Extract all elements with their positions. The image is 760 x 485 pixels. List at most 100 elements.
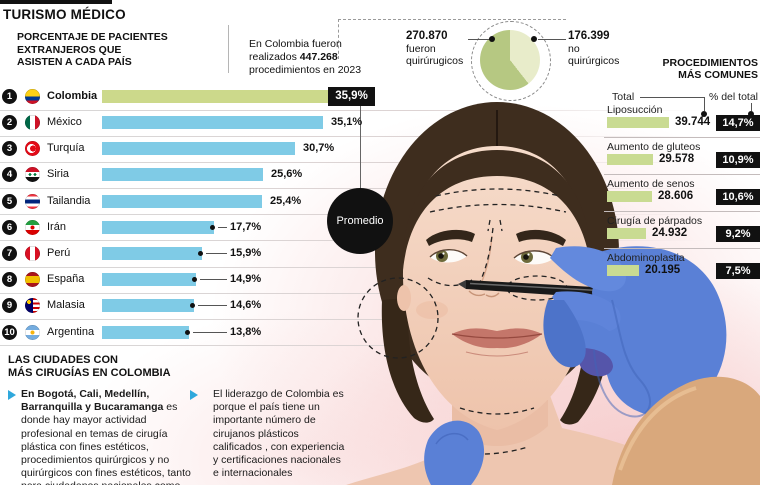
bar-end-dot [192,277,197,282]
pie-leader-left [468,39,490,40]
column-header-total: Total [612,91,635,103]
table-divider [604,137,760,138]
procedure-pct-chip: 7,5% [716,263,760,279]
bar-row-colombia: 1 Colombia 35,9% [0,84,400,110]
leader-line [193,332,227,333]
note-line: En Colombia fueron [249,38,342,50]
value-label: 25,6% [271,168,303,180]
subtitle-line: PORCENTAJE DE PACIENTES [17,31,168,43]
rank-badge: 10 [2,325,17,340]
country-label: Argentina [47,326,95,338]
value-label: 15,9% [230,247,262,259]
country-label: Tailandia [47,195,91,207]
leader-line [200,279,227,280]
rank-badge: 3 [2,141,17,156]
value-label: 25,4% [270,195,302,207]
peru-flag-icon [25,246,40,261]
iran-flag-icon [25,220,40,235]
bar-end-dot [198,251,203,256]
header-leader [704,97,705,111]
bar [102,273,196,286]
country-label: Turquía [47,142,85,154]
procedure-total: 39.744 [675,116,711,128]
rank-badge: 1 [2,89,17,104]
value-label: 13,8% [230,326,262,338]
rank-badge: 9 [2,298,17,313]
bar-row-malasia: 9 Malasia 14,6% [0,293,400,319]
rank-badge: 5 [2,194,17,209]
procedure-pct-chip: 10,6% [716,189,760,205]
bar-chart-subtitle: PORCENTAJE DE PACIENTES EXTRANJEROS QUE … [17,31,168,69]
bar [102,326,189,339]
bar [102,116,323,129]
thailand-flag-icon [25,194,40,209]
bullet-triangle-icon [8,390,16,400]
bar-row-siria: 4 Siria 25,6% [0,162,400,188]
title-top-bar [0,0,112,4]
value-label: 30,7% [303,142,335,154]
colombia-flag-icon [25,89,40,104]
dashed-connector-horizontal [338,19,566,20]
procedure-label: Abdominoplastia [607,252,685,264]
procedure-total: 28.606 [658,190,694,202]
spain-flag-icon [25,272,40,287]
bar [102,168,263,181]
leader-line [218,227,227,228]
leader-line [206,253,227,254]
procedure-bar [607,154,653,165]
subtitle-line: EXTRANJEROS QUE [17,43,122,56]
note-line: realizados 447.268 [249,51,338,63]
procedure-bar [607,191,652,202]
malaysia-flag-icon [25,298,40,313]
table-divider [604,248,760,249]
cities-paragraph-1: En Bogotá, Cali, Medellín, Barranquilla … [21,388,191,485]
cities-title: LAS CIUDADES CON MÁS CIRUGÍAS EN COLOMBI… [8,354,171,379]
pie-label-surgical: 270.870 fueron quirúrugicos [406,30,464,67]
turkey-flag-icon [25,141,40,156]
pie-leader-right [538,39,566,40]
bar-end-dot [190,303,195,308]
value-label: 35,1% [331,116,363,128]
procedure-total: 29.578 [659,153,695,165]
procedure-pct-chip: 10,9% [716,152,760,168]
bar [102,195,262,208]
mexico-flag-icon [25,115,40,130]
colombia-total-note: En Colombia fueron realizados 447.268 pr… [249,38,361,77]
bullet-triangle-icon [190,390,198,400]
country-label: Malasia [47,299,85,311]
note-line: procedimientos en 2023 [249,64,362,76]
procedure-label: Cirugía de párpados [607,215,703,227]
header-leader [640,97,704,98]
procedure-total: 20.195 [645,264,681,276]
bar-end-dot [210,225,215,230]
header-leader [751,103,752,111]
cities-paragraph-2: El liderazgo de Colombia es porque el pa… [213,388,345,480]
bar-row-argentina: 10 Argentina 13,8% [0,320,400,346]
rank-badge: 4 [2,167,17,182]
country-label: Irán [47,221,66,233]
subtitle-line: ASISTEN A CADA PAÍS [17,56,132,68]
country-label: Colombia [47,90,98,102]
column-header-pct: % del total [708,91,758,103]
rank-badge: 7 [2,246,17,261]
procedure-label: Liposucción [607,104,663,116]
bar [102,299,194,312]
pie-dot-right [531,36,537,42]
procedure-label: Aumento de gluteos [607,141,701,153]
dashed-connector-vertical [338,19,339,59]
value-label: 14,6% [230,299,262,311]
value-chip: 35,9% [328,87,375,106]
procedures-title: PROCEDIMIENTOS MÁS COMUNES [662,57,758,81]
procedure-pct-chip: 9,2% [716,226,760,242]
bar-row-espana: 8 España 14,9% [0,267,400,293]
table-divider [604,174,760,175]
vertical-divider [228,25,229,73]
bar [102,247,202,260]
bar-row-turquia: 3 Turquía 30,7% [0,136,400,162]
country-label: Siria [47,168,70,180]
page-title: TURISMO MÉDICO [3,7,126,22]
value-label: 17,7% [230,221,262,233]
procedure-bar [607,265,639,276]
bar [102,221,214,234]
